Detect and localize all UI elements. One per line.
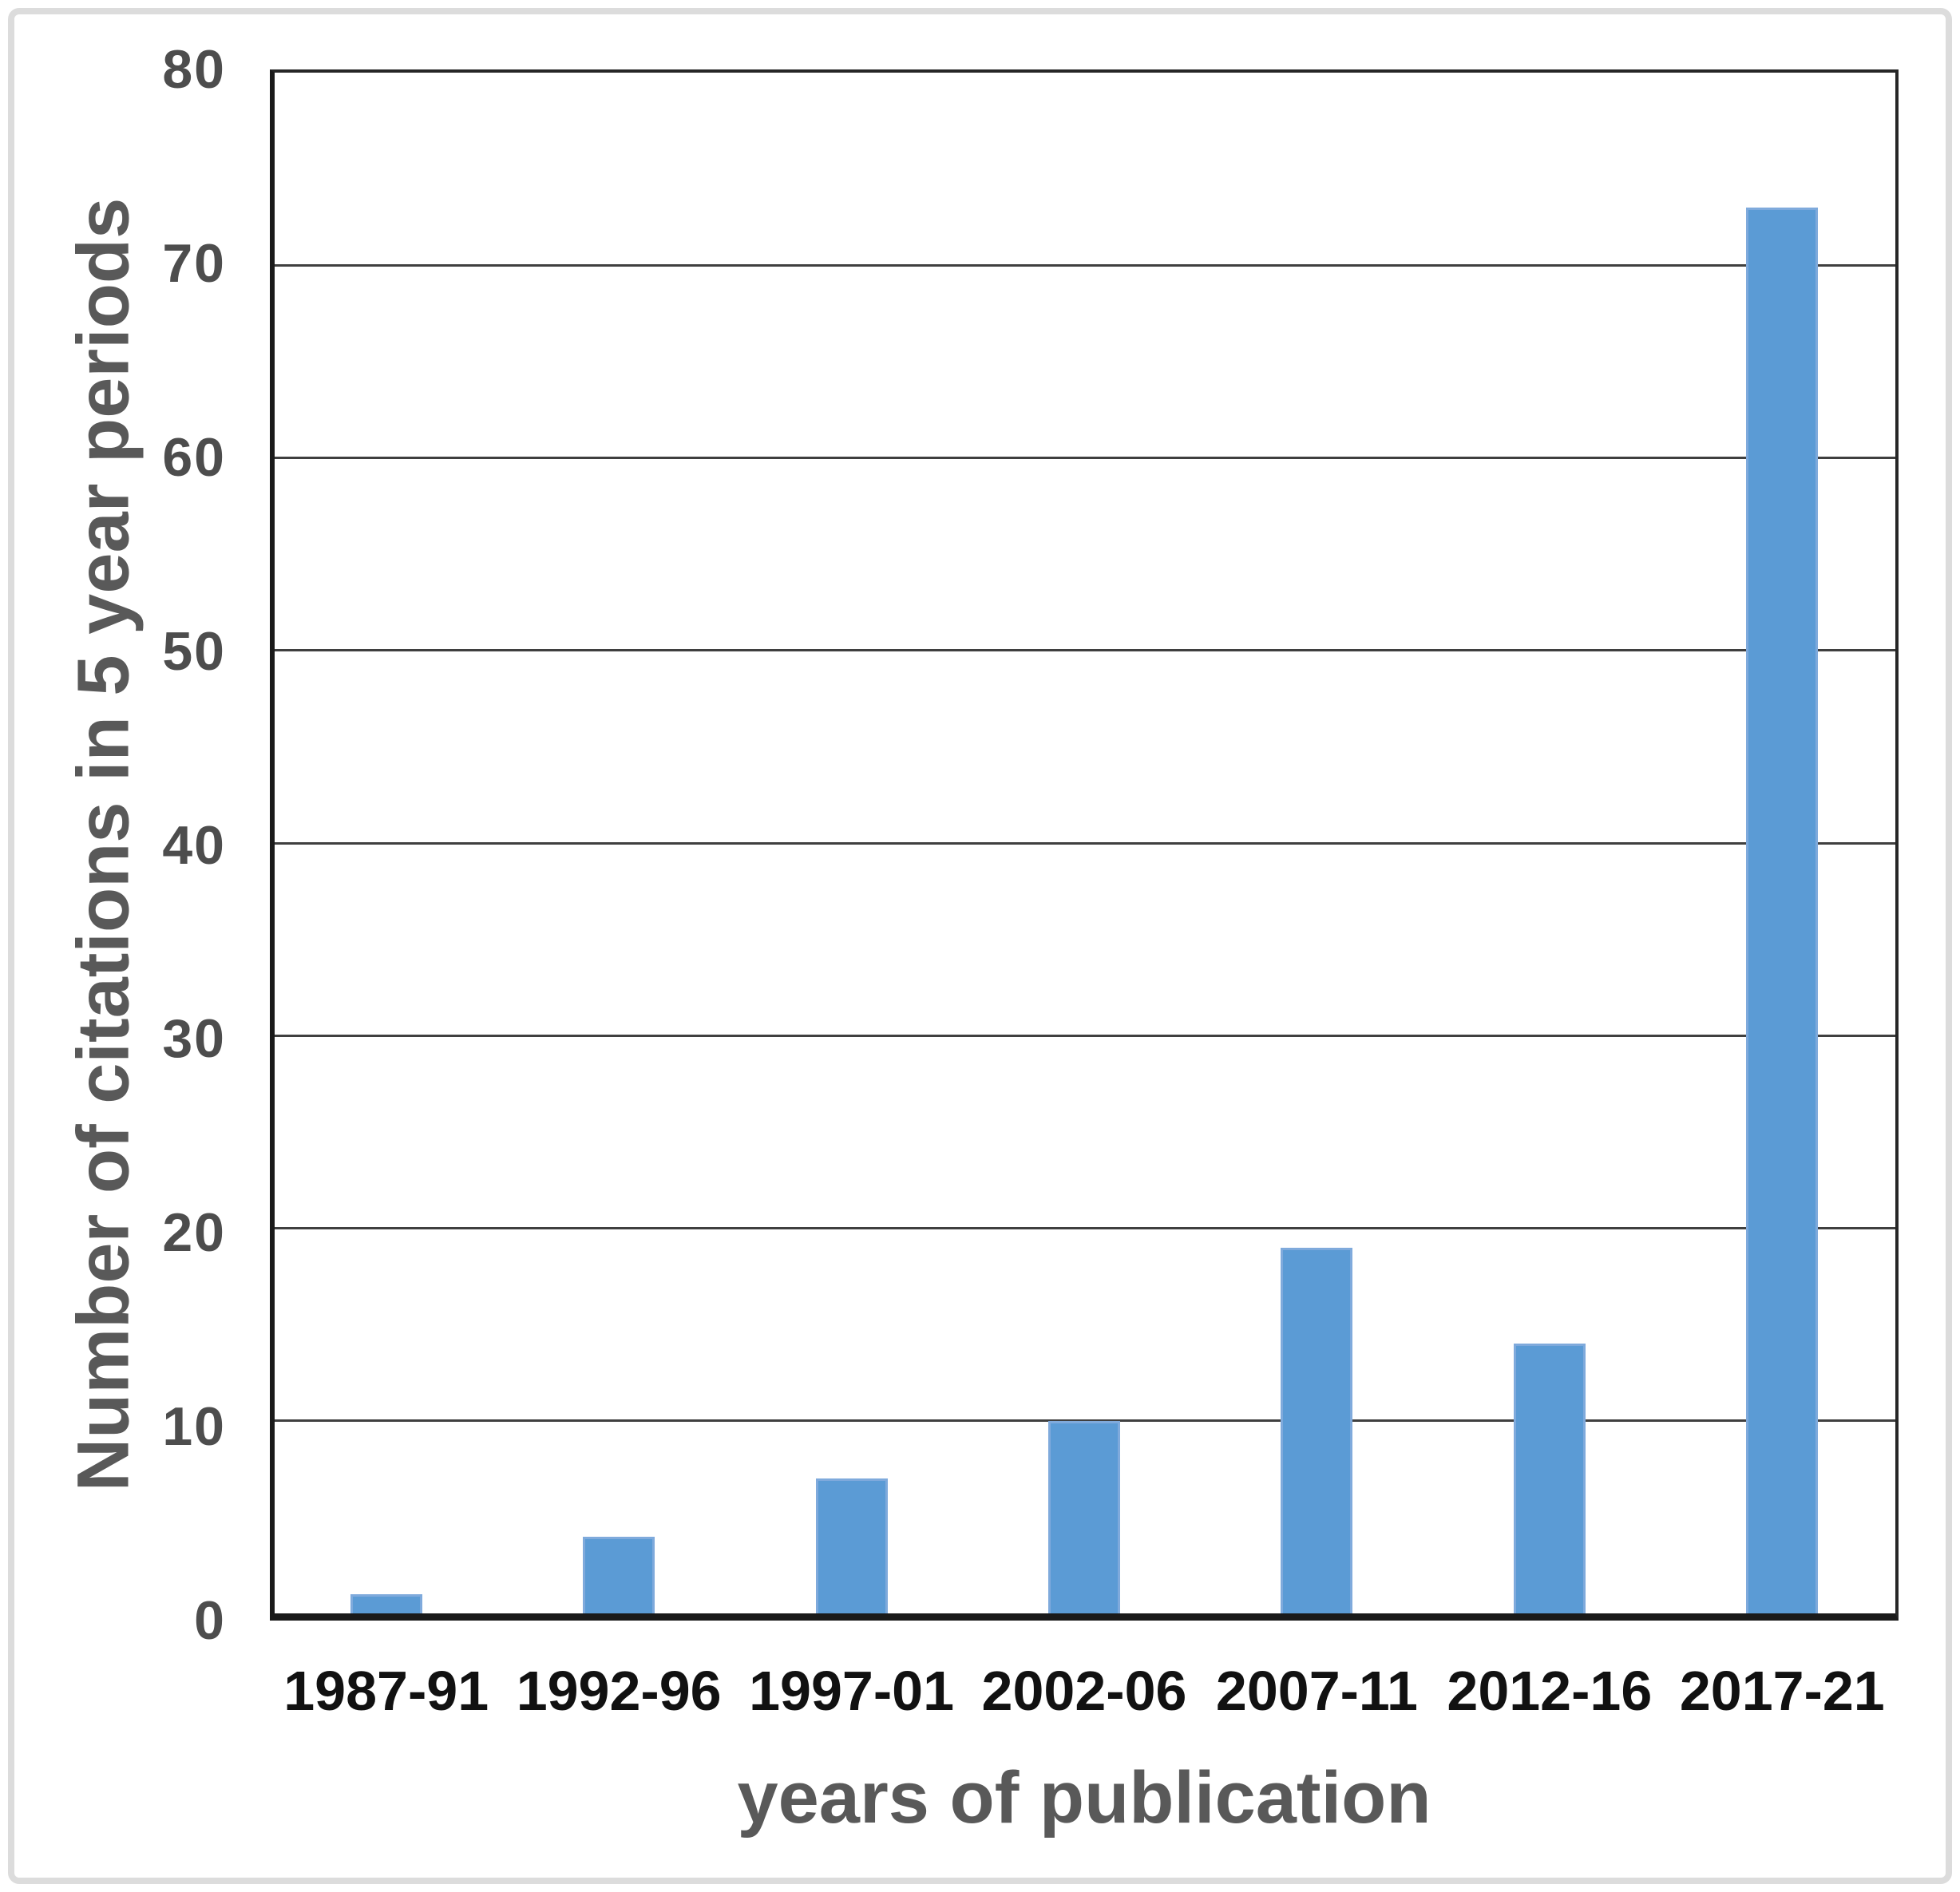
xtick-label-1992-96: 1992-96	[516, 1660, 722, 1722]
ytick-label-10: 10	[162, 1396, 226, 1458]
bar-1997-01	[815, 1478, 888, 1613]
xtick-label-1997-01: 1997-01	[749, 1660, 955, 1722]
ytick-label-60: 60	[162, 426, 226, 488]
xtick-label-2017-21: 2017-21	[1679, 1660, 1885, 1722]
ytick-label-30: 30	[162, 1008, 226, 1070]
ytick-label-70: 70	[162, 232, 226, 294]
gridline-y-70	[275, 263, 1895, 267]
gridline-y-30	[275, 1034, 1895, 1037]
x-axis-title: years of publication	[737, 1757, 1431, 1839]
gridline-y-50	[275, 649, 1895, 652]
gridline-y-20	[275, 1227, 1895, 1229]
xtick-label-2007-11: 2007-11	[1215, 1660, 1418, 1722]
bar-2012-16	[1513, 1344, 1586, 1613]
bar-1987-91	[350, 1593, 422, 1613]
ytick-label-40: 40	[162, 814, 226, 876]
xtick-label-2012-16: 2012-16	[1447, 1660, 1653, 1722]
ytick-label-50: 50	[162, 620, 226, 682]
bar-2007-11	[1281, 1247, 1353, 1613]
bar-2017-21	[1746, 207, 1819, 1613]
y-axis-title: Number of citations in 5 year periods	[62, 197, 145, 1492]
ytick-label-80: 80	[162, 39, 226, 100]
xtick-label-2002-06: 2002-06	[981, 1660, 1187, 1722]
bar-2002-06	[1048, 1420, 1120, 1613]
gridline-y-60	[275, 457, 1895, 459]
bar-1992-96	[583, 1536, 655, 1613]
ytick-label-0: 0	[194, 1590, 226, 1651]
gridline-y-40	[275, 841, 1895, 845]
plot-area	[270, 69, 1899, 1621]
ytick-label-20: 20	[162, 1202, 226, 1264]
xtick-label-1987-91: 1987-91	[283, 1660, 489, 1722]
